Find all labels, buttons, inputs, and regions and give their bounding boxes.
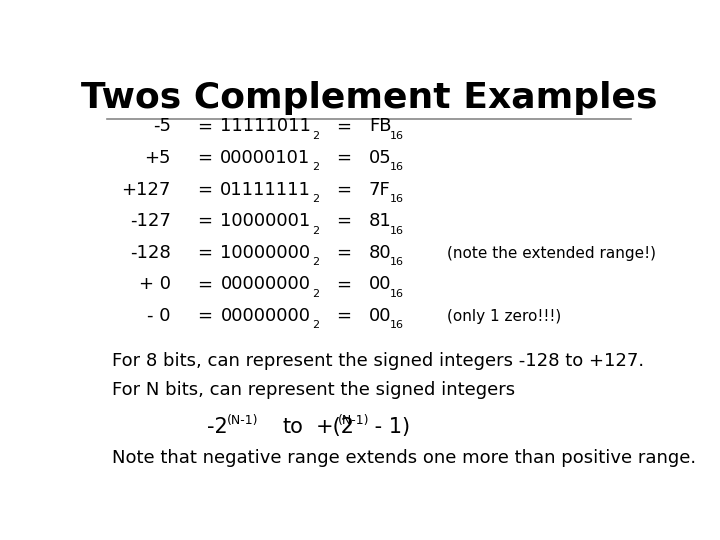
Text: =: = [336, 117, 351, 136]
Text: (N-1): (N-1) [338, 414, 370, 427]
Text: 00000101: 00000101 [220, 149, 310, 167]
Text: +127: +127 [122, 180, 171, 199]
Text: =: = [336, 212, 351, 230]
Text: For 8 bits, can represent the signed integers -128 to +127.: For 8 bits, can represent the signed int… [112, 352, 644, 370]
Text: 2: 2 [312, 257, 319, 267]
Text: 16: 16 [390, 226, 404, 235]
Text: 16: 16 [390, 257, 404, 267]
Text: =: = [197, 244, 212, 262]
Text: 00000000: 00000000 [220, 275, 310, 293]
Text: 00: 00 [369, 307, 392, 325]
Text: 16: 16 [390, 194, 404, 204]
Text: 2: 2 [312, 194, 319, 204]
Text: - 0: - 0 [148, 307, 171, 325]
Text: 16: 16 [390, 320, 404, 330]
Text: -2: -2 [207, 417, 228, 437]
Text: 10000001: 10000001 [220, 212, 310, 230]
Text: FB: FB [369, 117, 392, 136]
Text: For N bits, can represent the signed integers: For N bits, can represent the signed int… [112, 381, 516, 400]
Text: Note that negative range extends one more than positive range.: Note that negative range extends one mor… [112, 449, 696, 467]
Text: =: = [197, 149, 212, 167]
Text: 2: 2 [312, 320, 319, 330]
Text: -128: -128 [130, 244, 171, 262]
Text: =: = [336, 307, 351, 325]
Text: 80: 80 [369, 244, 392, 262]
Text: 01111111: 01111111 [220, 180, 310, 199]
Text: =: = [336, 244, 351, 262]
Text: 11111011: 11111011 [220, 117, 310, 136]
Text: 16: 16 [390, 289, 404, 299]
Text: 05: 05 [369, 149, 392, 167]
Text: =: = [336, 149, 351, 167]
Text: 2: 2 [312, 226, 319, 235]
Text: 7F: 7F [369, 180, 391, 199]
Text: +(2: +(2 [316, 417, 355, 437]
Text: (note the extended range!): (note the extended range!) [447, 246, 656, 261]
Text: -5: -5 [153, 117, 171, 136]
Text: 00: 00 [369, 275, 392, 293]
Text: 2: 2 [312, 289, 319, 299]
Text: 81: 81 [369, 212, 392, 230]
Text: =: = [336, 180, 351, 199]
Text: =: = [197, 307, 212, 325]
Text: 10000000: 10000000 [220, 244, 310, 262]
Text: - 1): - 1) [368, 417, 410, 437]
Text: 00000000: 00000000 [220, 307, 310, 325]
Text: 2: 2 [312, 163, 319, 172]
Text: -127: -127 [130, 212, 171, 230]
Text: + 0: + 0 [139, 275, 171, 293]
Text: (N-1): (N-1) [227, 414, 258, 427]
Text: 16: 16 [390, 131, 404, 141]
Text: 2: 2 [312, 131, 319, 141]
Text: Twos Complement Examples: Twos Complement Examples [81, 82, 657, 116]
Text: =: = [197, 212, 212, 230]
Text: +5: +5 [145, 149, 171, 167]
Text: to: to [282, 417, 303, 437]
Text: =: = [336, 275, 351, 293]
Text: =: = [197, 117, 212, 136]
Text: =: = [197, 180, 212, 199]
Text: (only 1 zero!!!): (only 1 zero!!!) [447, 309, 562, 324]
Text: 16: 16 [390, 163, 404, 172]
Text: =: = [197, 275, 212, 293]
